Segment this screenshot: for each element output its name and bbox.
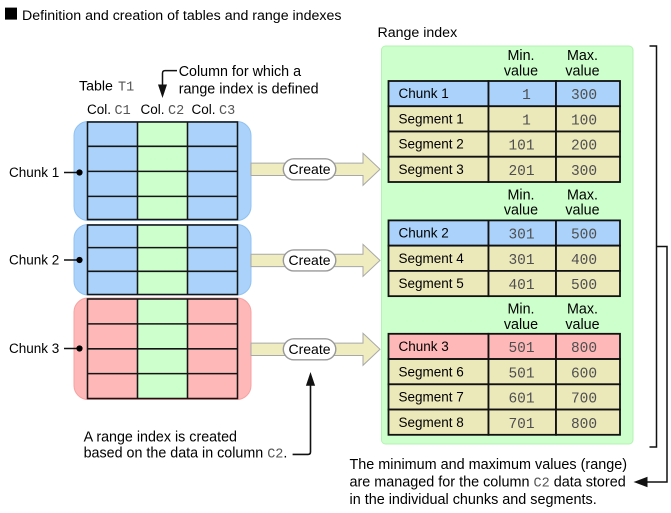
svg-text:401: 401 bbox=[508, 278, 534, 294]
svg-text:Segment 8: Segment 8 bbox=[399, 415, 464, 430]
svg-text:Create: Create bbox=[288, 341, 330, 357]
svg-text:1: 1 bbox=[522, 88, 531, 104]
svg-text:Segment 1: Segment 1 bbox=[399, 111, 464, 126]
svg-text:Chunk 1: Chunk 1 bbox=[9, 165, 59, 180]
svg-text:Min.: Min. bbox=[507, 187, 534, 203]
svg-text:300: 300 bbox=[571, 88, 597, 104]
svg-text:value: value bbox=[565, 203, 599, 219]
svg-text:Chunk 3: Chunk 3 bbox=[9, 341, 59, 356]
svg-text:value: value bbox=[504, 203, 538, 219]
svg-text:C1: C1 bbox=[115, 104, 131, 119]
svg-text:800: 800 bbox=[571, 341, 597, 357]
svg-text:in the individual chunks and s: in the individual chunks and segments. bbox=[350, 492, 597, 508]
svg-text:301: 301 bbox=[508, 253, 534, 269]
svg-text:Chunk 1: Chunk 1 bbox=[399, 86, 449, 101]
svg-text:301: 301 bbox=[508, 228, 534, 244]
svg-text:value: value bbox=[565, 63, 599, 79]
svg-text:range index is defined: range index is defined bbox=[179, 82, 319, 98]
svg-text:A range index is created: A range index is created bbox=[84, 430, 237, 446]
svg-text:600: 600 bbox=[571, 366, 597, 382]
svg-text:Definition and creation of tab: Definition and creation of tables and ra… bbox=[22, 8, 341, 24]
svg-text:500: 500 bbox=[571, 278, 597, 294]
svg-text:Max.: Max. bbox=[567, 187, 598, 203]
svg-text:Range index: Range index bbox=[378, 25, 458, 41]
svg-text:501: 501 bbox=[508, 366, 534, 382]
svg-text:800: 800 bbox=[571, 417, 597, 433]
svg-text:Chunk 3: Chunk 3 bbox=[399, 339, 449, 354]
svg-text:701: 701 bbox=[508, 417, 534, 433]
svg-text:700: 700 bbox=[571, 392, 597, 408]
svg-text:Create: Create bbox=[288, 161, 330, 177]
svg-text:based on the data in column C2: based on the data in column C2. bbox=[84, 446, 288, 463]
svg-text:500: 500 bbox=[571, 228, 597, 244]
svg-text:value: value bbox=[565, 317, 599, 333]
svg-text:Table: Table bbox=[79, 79, 113, 95]
svg-text:601: 601 bbox=[508, 392, 534, 408]
svg-text:are managed for the column C2: are managed for the column C2 data store… bbox=[350, 474, 626, 491]
svg-text:100: 100 bbox=[571, 113, 597, 129]
svg-text:C2: C2 bbox=[168, 104, 184, 119]
svg-text:Col.: Col. bbox=[87, 102, 111, 117]
svg-text:Max.: Max. bbox=[567, 48, 598, 64]
svg-text:Min.: Min. bbox=[507, 302, 534, 318]
svg-text:201: 201 bbox=[508, 164, 534, 180]
svg-text:Segment 2: Segment 2 bbox=[399, 137, 464, 152]
svg-text:Col.: Col. bbox=[141, 102, 165, 117]
svg-text:The minimum and maximum values: The minimum and maximum values (range) bbox=[350, 457, 628, 473]
svg-text:Chunk 2: Chunk 2 bbox=[399, 226, 449, 241]
svg-text:T1: T1 bbox=[118, 81, 134, 96]
svg-text:101: 101 bbox=[508, 139, 534, 155]
svg-text:Segment 3: Segment 3 bbox=[399, 162, 464, 177]
svg-text:1: 1 bbox=[522, 113, 531, 129]
svg-text:400: 400 bbox=[571, 253, 597, 269]
svg-text:Max.: Max. bbox=[567, 302, 598, 318]
svg-text:value: value bbox=[504, 317, 538, 333]
svg-text:300: 300 bbox=[571, 164, 597, 180]
svg-text:Column for which a: Column for which a bbox=[179, 64, 301, 80]
svg-text:Chunk 2: Chunk 2 bbox=[9, 253, 59, 268]
svg-text:Segment 4: Segment 4 bbox=[399, 251, 465, 266]
svg-text:Segment 6: Segment 6 bbox=[399, 364, 464, 379]
svg-text:Segment 7: Segment 7 bbox=[399, 390, 464, 405]
svg-text:501: 501 bbox=[508, 341, 534, 357]
svg-text:Segment 5: Segment 5 bbox=[399, 276, 464, 291]
svg-text:value: value bbox=[504, 63, 538, 79]
svg-text:Create: Create bbox=[288, 252, 330, 268]
svg-text:Col.: Col. bbox=[192, 102, 216, 117]
svg-text:200: 200 bbox=[571, 139, 597, 155]
svg-text:C3: C3 bbox=[219, 104, 235, 119]
svg-text:Min.: Min. bbox=[507, 48, 534, 64]
